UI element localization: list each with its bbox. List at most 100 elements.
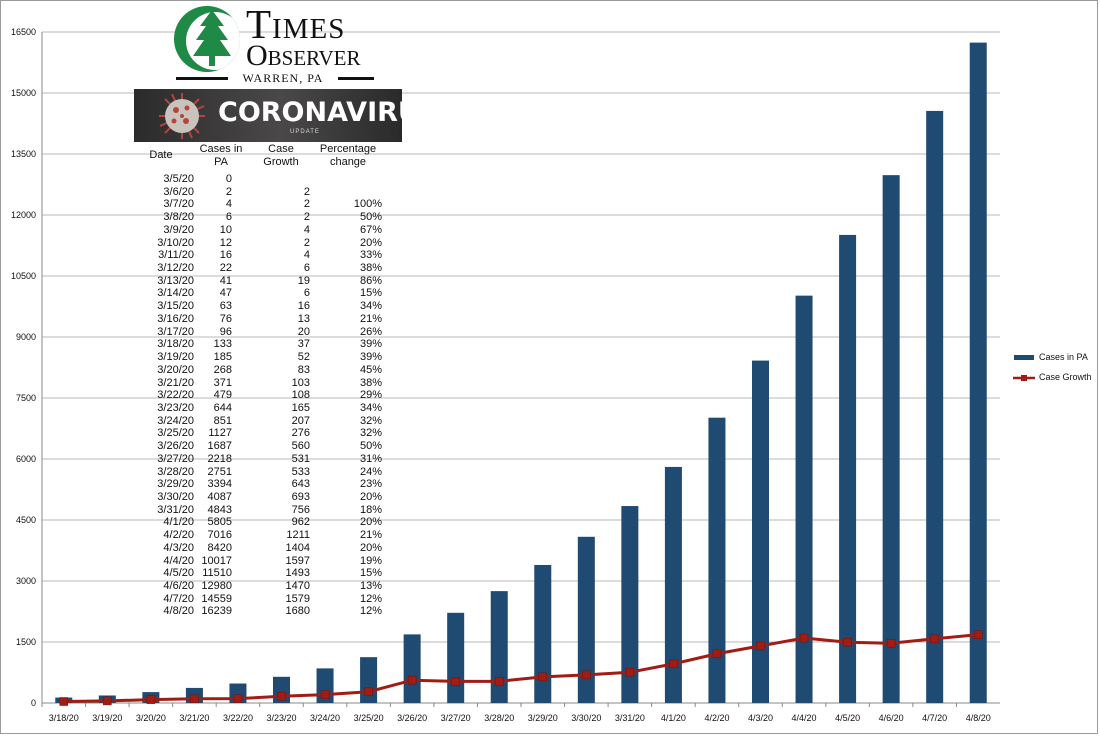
x-tick-label: 3/30/20 (571, 713, 601, 723)
table-cell-percentage: 32% (359, 427, 382, 440)
table-cell-date: 3/13/20 (157, 274, 194, 287)
x-tick-label: 3/24/20 (310, 713, 340, 723)
bar-cases (490, 591, 508, 703)
y-tick-label: 3000 (16, 576, 36, 586)
table-cell-growth: 83 (297, 363, 310, 376)
table-cell-cases: 22 (219, 262, 232, 275)
table-cell-percentage: 34% (359, 300, 382, 313)
table-cell-date: 3/10/20 (157, 236, 194, 249)
y-tick-label: 7500 (16, 393, 36, 403)
table-cell-percentage: 34% (359, 401, 382, 414)
table-cell-growth (240, 173, 310, 186)
table-cell-growth: 207 (291, 414, 310, 427)
point-case-growth (756, 641, 765, 651)
table-cell-percentage: 20% (359, 236, 382, 249)
table-cell-growth: 19 (297, 274, 310, 287)
table-cell-growth: 108 (291, 389, 310, 402)
table-cell-date: 3/21/20 (157, 376, 194, 389)
table-cell-percentage: 31% (359, 452, 382, 465)
legend-swatch-line (1013, 375, 1035, 381)
logo-name-line1: Times (246, 1, 346, 47)
point-case-growth (538, 672, 548, 682)
table-cell-cases: 11510 (202, 567, 232, 580)
table-cell-cases: 371 (213, 376, 232, 389)
table-cell-date: 3/24/20 (157, 414, 194, 427)
point-case-growth (494, 677, 504, 686)
table-cell-percentage: 21% (359, 312, 382, 325)
table-cell-growth: 756 (291, 503, 310, 516)
table-cell-date: 3/15/20 (157, 300, 194, 313)
logo-rule-right (332, 77, 374, 80)
table-cell-date: 3/9/20 (163, 223, 194, 236)
table-cell-cases: 0 (225, 173, 232, 185)
table-cell-cases: 12 (219, 236, 232, 249)
bar-cases (752, 360, 769, 703)
table-header-date: Date (149, 149, 173, 161)
x-tick-label: 3/27/20 (441, 713, 471, 723)
table-cell-percentage: 12% (359, 605, 382, 618)
bar-cases (926, 110, 944, 703)
table-cell-date: 3/23/20 (157, 401, 194, 414)
point-case-growth (233, 694, 243, 703)
bar-cases (403, 634, 421, 703)
table-cell-percentage: 67% (359, 223, 382, 236)
table-cell-cases: 2218 (207, 452, 232, 465)
table-cell-date: 4/5/20 (163, 567, 194, 580)
point-case-growth (625, 668, 635, 677)
table-cell-percentage: 19% (359, 554, 382, 567)
table-cell-percentage (312, 173, 382, 186)
table-cell-date: 3/22/20 (157, 389, 194, 402)
x-tick-label: 3/20/20 (136, 713, 166, 723)
x-tick-label: 4/3/20 (748, 713, 773, 723)
table-cell-cases: 41 (219, 274, 232, 287)
table-cell-date: 3/25/20 (157, 427, 194, 440)
table-cell-cases: 479 (213, 389, 232, 402)
table-cell-cases: 4 (225, 198, 232, 211)
point-case-growth (930, 634, 939, 644)
bar-cases (534, 564, 552, 703)
table-cell-growth: 103 (291, 376, 310, 389)
table-header-cases: Cases in PA (199, 143, 243, 168)
point-case-growth (103, 696, 112, 706)
table-cell-percentage: 15% (359, 567, 382, 580)
point-case-growth (277, 692, 286, 701)
table-cell-percentage: 29% (359, 389, 382, 402)
table-cell-growth: 20 (297, 325, 310, 338)
point-case-growth (799, 633, 809, 643)
x-tick-label: 4/1/20 (661, 713, 686, 723)
table-cell-growth: 531 (291, 452, 310, 465)
x-tick-label: 3/28/20 (484, 713, 514, 723)
table-cell-percentage (312, 186, 382, 199)
table-cell-date: 3/28/20 (157, 465, 194, 478)
table-cell-percentage: 38% (359, 376, 382, 389)
table-cell-growth: 533 (291, 465, 310, 478)
point-case-growth (407, 675, 417, 685)
table-cell-cases: 3394 (207, 478, 232, 491)
table-cell-cases: 851 (213, 414, 232, 427)
table-cell-date: 3/19/20 (157, 351, 194, 364)
y-tick-label: 0 (31, 698, 36, 708)
point-case-growth (886, 638, 896, 648)
table-cell-cases: 47 (219, 287, 232, 300)
table-cell-cases: 10 (219, 223, 232, 236)
table-cell-percentage: 24% (359, 465, 382, 478)
point-case-growth (320, 690, 330, 699)
table-cell-percentage: 100% (353, 198, 382, 211)
point-case-growth (146, 695, 156, 704)
table-cell-growth: 1680 (285, 605, 310, 618)
table-cell-cases: 644 (213, 401, 232, 414)
point-case-growth (364, 687, 373, 697)
table-cell-cases: 4843 (207, 503, 232, 516)
y-tick-label: 4500 (16, 515, 36, 525)
x-tick-label: 4/5/20 (835, 713, 860, 723)
table-cell-percentage: 26% (359, 325, 382, 338)
table-cell-percentage: 33% (359, 249, 382, 262)
table-cell-percentage: 39% (359, 351, 382, 364)
table-cell-percentage: 20% (359, 491, 382, 503)
point-case-growth (712, 649, 722, 659)
table-cell-date: 3/26/20 (157, 440, 194, 453)
table-cell-growth: 16 (297, 300, 310, 313)
point-case-growth (669, 659, 678, 669)
table-cell-cases: 133 (213, 338, 232, 351)
